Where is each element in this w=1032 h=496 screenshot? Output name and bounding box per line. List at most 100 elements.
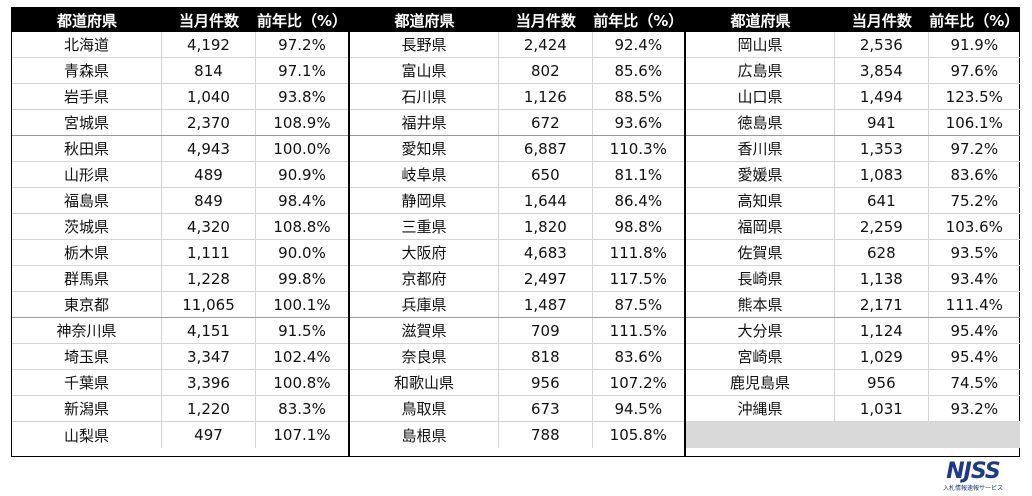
prefecture-cell: 岩手県 bbox=[12, 84, 162, 109]
count-cell: 4,683 bbox=[499, 240, 593, 265]
table-row: 大阪府 4,683 111.8% bbox=[350, 240, 684, 266]
prefecture-cell: 秋田県 bbox=[12, 136, 162, 161]
count-cell: 1,029 bbox=[835, 344, 929, 369]
ratio-cell: 93.2% bbox=[950, 399, 999, 418]
ratio-cell: 97.6% bbox=[950, 61, 999, 80]
ratio-cell: 123.5% bbox=[945, 87, 1003, 106]
ratio-cell: 117.5% bbox=[609, 269, 667, 288]
prefecture-cell: 奈良県 bbox=[350, 344, 500, 369]
ratio-cell: 97.2% bbox=[950, 139, 999, 158]
ratio-cell: 95.4% bbox=[950, 347, 999, 366]
count-cell: 1,124 bbox=[835, 318, 929, 343]
table-row: 宮城県 2,370 108.9% bbox=[12, 110, 348, 136]
prefecture-cell: 長野県 bbox=[350, 32, 500, 57]
table-block: 都道府県 当月件数 前年比（%） 岡山県 2,536 91.9% 広島県 3,854 97.6%… bbox=[684, 8, 1020, 456]
prefecture-cell: 福島県 bbox=[12, 188, 162, 213]
prefecture-cell: 岐阜県 bbox=[350, 162, 500, 187]
ratio-cell: 74.5% bbox=[950, 373, 999, 392]
ratio-cell: 83.6% bbox=[950, 165, 999, 184]
ratio-cell: 100.0% bbox=[273, 139, 331, 158]
prefecture-cell: 和歌山県 bbox=[350, 370, 500, 395]
header-count: 当月件数 bbox=[851, 11, 912, 30]
prefecture-cell: 大分県 bbox=[686, 318, 836, 343]
ratio-cell: 111.5% bbox=[609, 321, 667, 340]
ratio-cell: 102.4% bbox=[273, 347, 331, 366]
ratio-cell: 94.5% bbox=[614, 399, 663, 418]
prefecture-cell: 神奈川県 bbox=[12, 318, 162, 343]
table-row: 広島県 3,854 97.6% bbox=[686, 58, 1020, 84]
ratio-cell: 91.9% bbox=[950, 35, 999, 54]
header-count: 当月件数 bbox=[178, 11, 239, 30]
ratio-cell: 93.5% bbox=[950, 243, 999, 262]
table-row: 三重県 1,820 98.8% bbox=[350, 214, 684, 240]
count-cell: 1,228 bbox=[162, 266, 256, 291]
header-prefecture: 都道府県 bbox=[730, 11, 791, 30]
prefecture-cell: 福岡県 bbox=[686, 214, 836, 239]
table-row: 香川県 1,353 97.2% bbox=[686, 136, 1020, 162]
ratio-cell: 95.4% bbox=[950, 321, 999, 340]
table-row: 静岡県 1,644 86.4% bbox=[350, 188, 684, 214]
ratio-cell: 107.2% bbox=[609, 373, 667, 392]
ratio-cell: 81.1% bbox=[614, 165, 663, 184]
prefecture-cell: 大阪府 bbox=[350, 240, 500, 265]
table-row: 山梨県 497 107.1% bbox=[12, 422, 348, 448]
count-cell: 641 bbox=[835, 188, 929, 213]
ratio-cell: 85.6% bbox=[614, 61, 663, 80]
count-cell: 650 bbox=[499, 162, 593, 187]
count-cell: 709 bbox=[499, 318, 593, 343]
count-cell: 814 bbox=[162, 58, 256, 83]
ratio-cell: 91.5% bbox=[278, 321, 326, 340]
prefecture-cell: 群馬県 bbox=[12, 266, 162, 291]
ratio-cell: 99.8% bbox=[278, 269, 326, 288]
prefecture-cell: 長崎県 bbox=[686, 266, 836, 291]
table-row: 長野県 2,424 92.4% bbox=[350, 32, 684, 58]
count-cell: 1,820 bbox=[499, 214, 593, 239]
ratio-cell: 105.8% bbox=[609, 426, 667, 444]
ratio-cell: 100.8% bbox=[273, 373, 331, 392]
prefecture-cell: 静岡県 bbox=[350, 188, 500, 213]
prefecture-cell: 京都府 bbox=[350, 266, 500, 291]
count-cell: 1,138 bbox=[835, 266, 929, 291]
table-row: 岡山県 2,536 91.9% bbox=[686, 32, 1020, 58]
prefecture-cell: 愛知県 bbox=[350, 136, 500, 161]
table-row: 和歌山県 956 107.2% bbox=[350, 370, 684, 396]
ratio-cell: 103.6% bbox=[945, 217, 1003, 236]
logo-text: NJSS bbox=[946, 459, 1001, 484]
count-cell: 628 bbox=[835, 240, 929, 265]
count-cell: 1,111 bbox=[162, 240, 256, 265]
ratio-cell: 88.5% bbox=[614, 87, 663, 106]
table-row: 奈良県 818 83.6% bbox=[350, 344, 684, 370]
table-row: 滋賀県 709 111.5% bbox=[350, 318, 684, 344]
count-cell: 2,424 bbox=[499, 32, 593, 57]
ratio-cell: 97.2% bbox=[278, 35, 326, 54]
table-row: 佐賀県 628 93.5% bbox=[686, 240, 1020, 266]
prefecture-cell: 千葉県 bbox=[12, 370, 162, 395]
ratio-cell: 87.5% bbox=[614, 295, 663, 314]
ratio-cell: 111.8% bbox=[609, 243, 667, 262]
table-row: 秋田県 4,943 100.0% bbox=[12, 136, 348, 162]
table-header: 都道府県 当月件数 前年比（%） bbox=[12, 8, 348, 32]
count-cell: 956 bbox=[499, 370, 593, 395]
count-cell: 4,151 bbox=[162, 318, 256, 343]
count-cell: 818 bbox=[499, 344, 593, 369]
table-row: 愛媛県 1,083 83.6% bbox=[686, 162, 1020, 188]
prefecture-cell: 北海道 bbox=[12, 32, 162, 57]
table-row: 福井県 672 93.6% bbox=[350, 110, 684, 136]
table-row: 東京都 11,065 100.1% bbox=[12, 292, 348, 318]
table-row: 大分県 1,124 95.4% bbox=[686, 318, 1020, 344]
table-row: 千葉県 3,396 100.8% bbox=[12, 370, 348, 396]
prefecture-cell: 東京都 bbox=[12, 292, 162, 317]
prefecture-table: 都道府県 当月件数 前年比（%） 北海道 4,192 97.2% 青森県 814 97.1% 岩手… bbox=[11, 7, 1020, 457]
ratio-cell: 90.9% bbox=[278, 165, 326, 184]
prefecture-cell: 青森県 bbox=[12, 58, 162, 83]
count-cell: 3,347 bbox=[162, 344, 256, 369]
count-cell: 489 bbox=[162, 162, 256, 187]
ratio-cell: 86.4% bbox=[614, 191, 663, 210]
table-header: 都道府県 当月件数 前年比（%） bbox=[350, 8, 684, 32]
table-header: 都道府県 当月件数 前年比（%） bbox=[686, 8, 1020, 32]
prefecture-cell: 山梨県 bbox=[12, 422, 162, 448]
table-row: 北海道 4,192 97.2% bbox=[12, 32, 348, 58]
ratio-cell: 108.9% bbox=[273, 113, 331, 132]
count-cell: 1,040 bbox=[162, 84, 256, 109]
count-cell: 4,192 bbox=[162, 32, 256, 57]
